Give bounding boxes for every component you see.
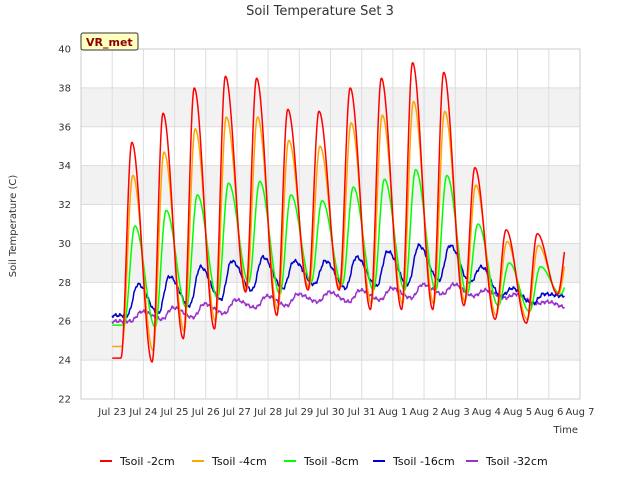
legend-item: Tsoil -8cm — [284, 455, 359, 468]
station-badge-box — [80, 32, 139, 51]
x-tick-label: Aug 3 — [441, 407, 470, 418]
x-tick-label: Jul 29 — [284, 407, 313, 418]
gridlines — [81, 48, 581, 400]
y-axis-label: Soil Temperature (C) — [8, 175, 19, 278]
y-tick-label: 38 — [58, 83, 71, 94]
legend-item: Tsoil -4cm — [192, 455, 267, 468]
x-tick-label: Aug 1 — [378, 407, 407, 418]
legend-label: Tsoil -2cm — [119, 455, 175, 468]
x-tick-label: Aug 6 — [534, 407, 563, 418]
x-tick-label: Jul 27 — [222, 407, 251, 418]
x-tick-label: Jul 28 — [253, 407, 282, 418]
x-axis-ticks: Jul 23 Jul 24 Jul 25 Jul 26 Jul 27 Jul 28 Jul … — [97, 407, 594, 418]
y-tick-label: 24 — [58, 356, 71, 367]
x-axis-label: Time — [553, 425, 578, 436]
legend-item: Tsoil -2cm — [100, 455, 175, 468]
x-tick-label: Jul 24 — [128, 407, 157, 418]
y-tick-label: 32 — [58, 200, 71, 211]
x-tick-label: Aug 7 — [565, 407, 594, 418]
legend: Tsoil -2cm Tsoil -4cm Tsoil -8cm Tsoil -16c… — [100, 455, 548, 468]
x-tick-label: Jul 30 — [316, 407, 345, 418]
y-tick-label: 30 — [58, 239, 71, 250]
y-axis-ticks: 22 24 26 28 30 32 34 36 38 40 — [58, 45, 71, 406]
legend-label: Tsoil -32cm — [485, 455, 548, 468]
x-tick-label: Aug 2 — [410, 407, 439, 418]
y-tick-label: 26 — [58, 317, 71, 328]
x-tick-label: Aug 5 — [503, 407, 532, 418]
y-tick-label: 22 — [58, 395, 71, 406]
legend-item: Tsoil -32cm — [466, 455, 548, 468]
plot-frame — [80, 48, 581, 400]
y-tick-label: 34 — [58, 161, 71, 172]
series-lines — [111, 62, 566, 363]
x-tick-label: Aug 4 — [472, 407, 501, 418]
x-tick-label: Jul 31 — [347, 407, 376, 418]
legend-label: Tsoil -16cm — [392, 455, 455, 468]
x-tick-label: Jul 25 — [160, 407, 189, 418]
chart-title: Soil Temperature Set 3 — [246, 4, 394, 19]
station-badge: VR_met — [80, 32, 139, 51]
series-line — [112, 62, 566, 363]
x-tick-label: Jul 26 — [191, 407, 220, 418]
legend-label: Tsoil -8cm — [303, 455, 359, 468]
y-tick-label: 36 — [58, 122, 71, 133]
y-tick-label: 40 — [58, 45, 71, 56]
y-tick-label: 28 — [58, 278, 71, 289]
x-tick-label: Jul 23 — [97, 407, 126, 418]
series-line — [112, 168, 566, 328]
station-badge-text: VR_met — [86, 36, 133, 49]
legend-item: Tsoil -16cm — [373, 455, 455, 468]
legend-label: Tsoil -4cm — [211, 455, 267, 468]
